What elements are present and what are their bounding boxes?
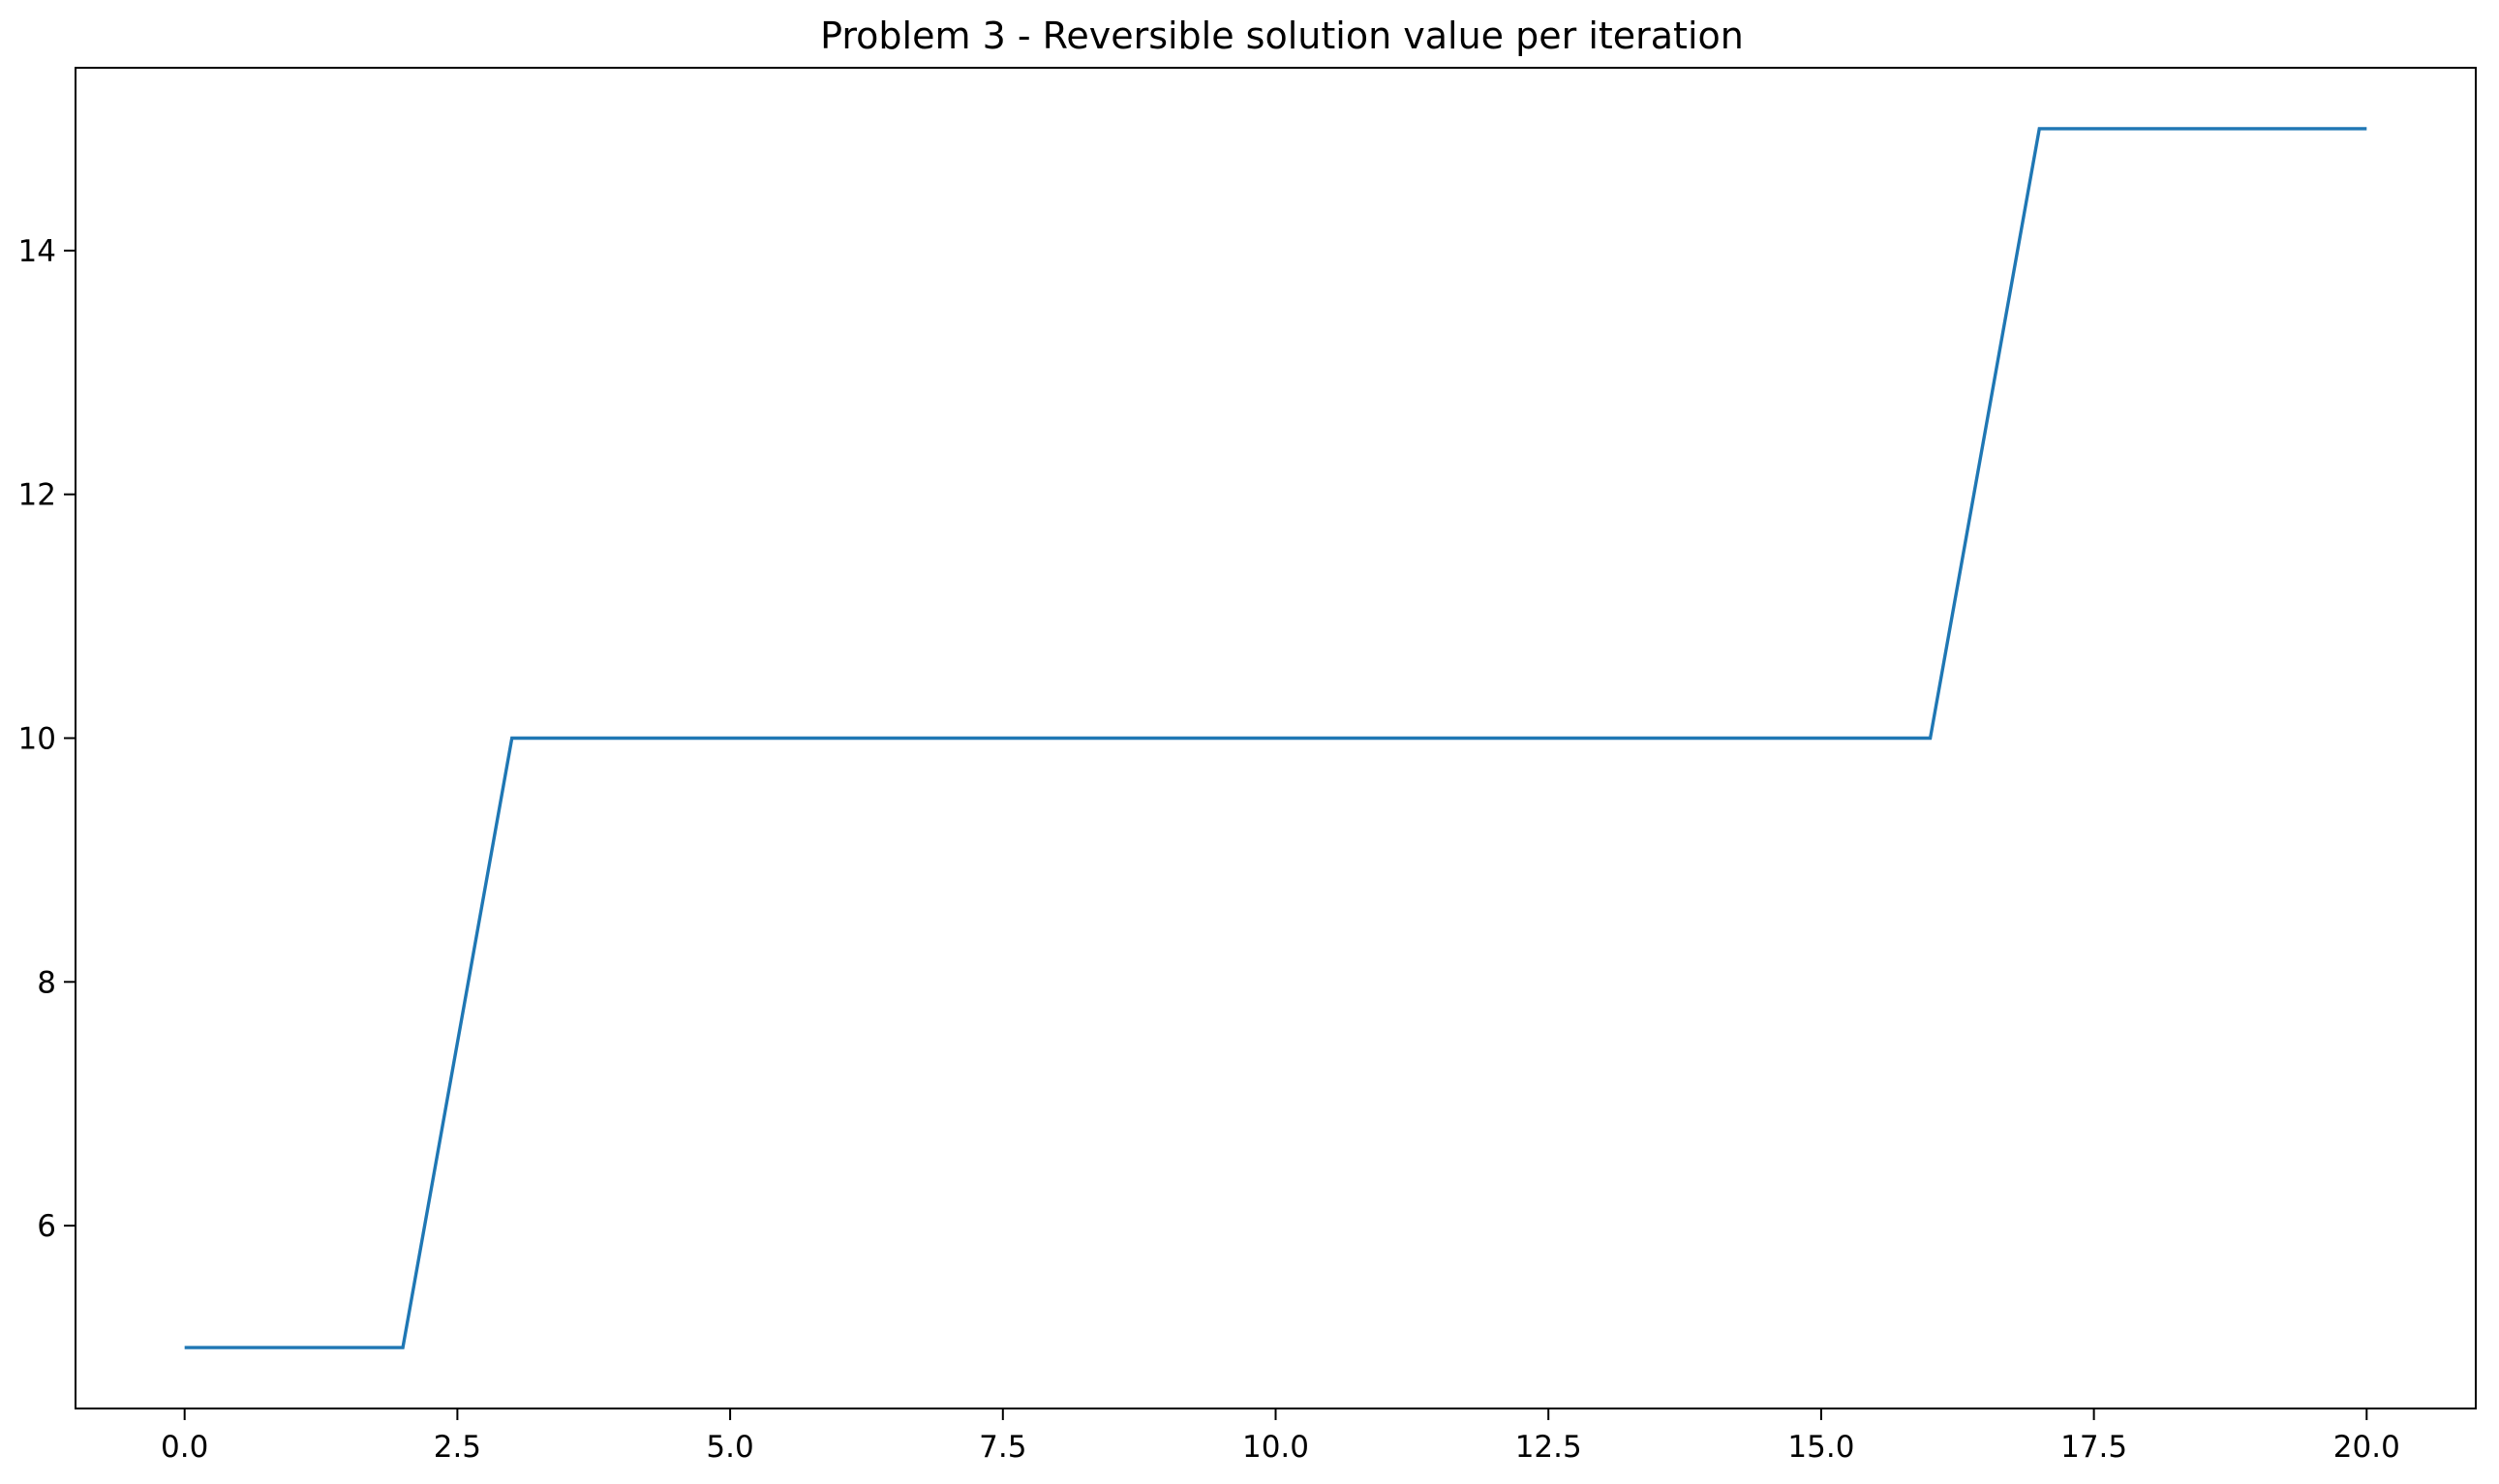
x-tick-label: 20.0 bbox=[2333, 1430, 2400, 1465]
y-tick-label: 14 bbox=[18, 234, 56, 269]
chart-title: Problem 3 - Reversible solution value pe… bbox=[820, 15, 1744, 57]
y-tick-label: 6 bbox=[37, 1209, 56, 1244]
x-tick-label: 12.5 bbox=[1515, 1430, 1582, 1465]
x-tick-label: 15.0 bbox=[1787, 1430, 1854, 1465]
x-tick-label: 2.5 bbox=[434, 1430, 481, 1465]
x-tick-label: 7.5 bbox=[979, 1430, 1026, 1465]
x-tick-label: 10.0 bbox=[1242, 1430, 1309, 1465]
x-axis: 0.0 2.5 5.0 7.5 10.0 12.5 15.0 17.5 20.0 bbox=[161, 1408, 2400, 1465]
series-line bbox=[184, 127, 2367, 1349]
y-axis: 6 8 10 12 14 bbox=[18, 234, 76, 1244]
y-tick-label: 12 bbox=[18, 478, 56, 513]
y-tick-label: 10 bbox=[18, 722, 56, 757]
y-tick-label: 8 bbox=[37, 965, 56, 1000]
x-tick-label: 5.0 bbox=[706, 1430, 753, 1465]
x-tick-label: 0.0 bbox=[161, 1430, 208, 1465]
x-tick-label: 17.5 bbox=[2060, 1430, 2127, 1465]
